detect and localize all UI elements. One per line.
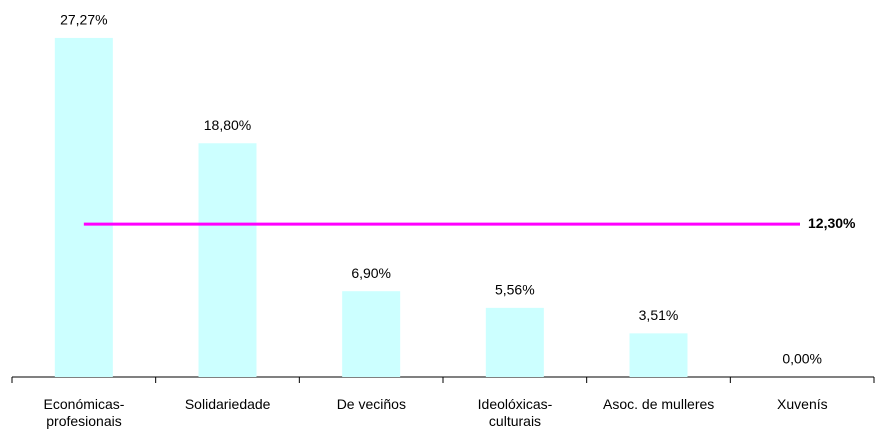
bar <box>342 291 401 377</box>
value-label: 6,90% <box>351 265 391 281</box>
value-label: 5,56% <box>495 282 535 298</box>
value-label: 27,27% <box>60 12 107 28</box>
bar <box>485 307 544 377</box>
x-tick-label: Económicas- profesionais <box>43 396 125 429</box>
reference-label: 12,30% <box>808 215 856 231</box>
x-tick-label: Ideolóxicas- culturais <box>477 396 553 429</box>
x-tick-label: Asoc. de mulleres <box>603 396 715 412</box>
value-label: 3,51% <box>639 307 679 323</box>
bar <box>54 37 113 378</box>
bar <box>198 143 257 377</box>
x-tick-label: Xuvenís <box>777 396 828 412</box>
value-label: 18,80% <box>204 117 251 133</box>
x-tick-label: Solidariedade <box>184 396 271 412</box>
x-tick-label: De veciños <box>336 396 406 412</box>
value-label: 0,00% <box>782 351 822 367</box>
bar <box>629 333 688 377</box>
